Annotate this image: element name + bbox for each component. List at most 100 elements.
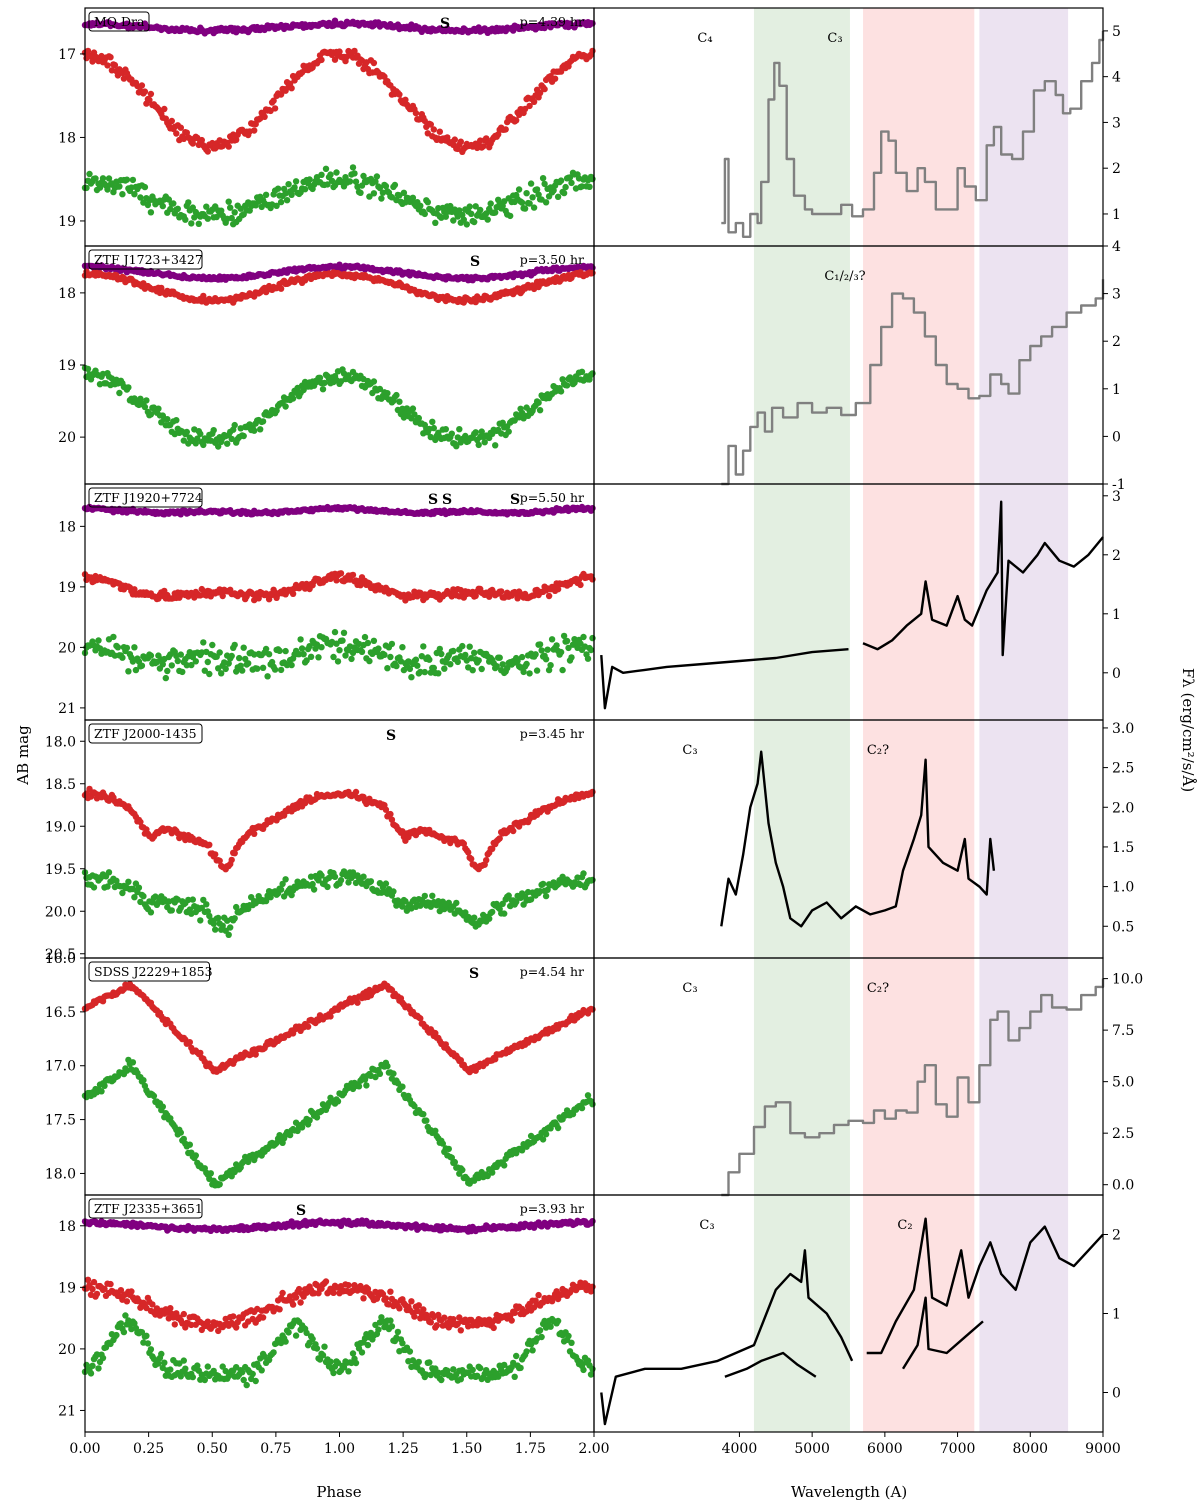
point-green: [454, 658, 461, 666]
point-red: [486, 593, 493, 600]
point-green: [282, 876, 289, 883]
object-name-box: ZTF J1920+7724: [88, 487, 203, 508]
point-green: [227, 204, 234, 211]
object-name: ZTF J1723+3427: [94, 252, 203, 267]
shaded-band-0-2: [979, 8, 1069, 246]
point-green: [493, 663, 500, 670]
point-red: [465, 849, 472, 856]
point-red: [231, 850, 238, 857]
point-green: [203, 203, 210, 210]
point-green: [580, 870, 587, 877]
point-green: [315, 877, 322, 884]
point-red: [137, 818, 144, 826]
ytick-label: 16.0: [45, 951, 76, 967]
point-green: [183, 662, 190, 669]
marker-s: S: [442, 492, 452, 508]
point-green: [381, 651, 388, 658]
point-green: [271, 666, 279, 673]
point-green: [563, 637, 571, 645]
point-green: [212, 926, 219, 933]
point-green: [363, 1082, 370, 1089]
ytick-label: 18.0: [45, 734, 76, 750]
point-green: [501, 198, 508, 205]
point-red: [554, 586, 562, 593]
object-name: MQ Dra: [94, 14, 145, 29]
point-green: [542, 1131, 550, 1138]
point-green: [439, 1140, 446, 1147]
point-red: [101, 1285, 108, 1293]
point-green: [277, 886, 285, 893]
point-green: [231, 421, 238, 429]
point-green: [518, 199, 526, 206]
point-green: [288, 661, 295, 669]
point-green: [526, 670, 533, 677]
point-green: [504, 664, 511, 672]
right-x-axis-label: Wavelength (A): [791, 1483, 907, 1501]
point-red: [541, 85, 548, 93]
point-green: [331, 628, 339, 636]
point-green: [560, 632, 568, 640]
point-red: [259, 1314, 267, 1321]
point-green: [451, 1158, 458, 1166]
point-green: [487, 200, 494, 207]
point-green: [129, 885, 137, 893]
point-green: [206, 670, 213, 678]
point-green: [90, 884, 98, 891]
point-green: [237, 205, 244, 212]
series-green: [81, 364, 596, 450]
point-green: [113, 877, 120, 884]
point-red: [197, 1049, 204, 1057]
point-red: [270, 97, 277, 104]
point-red: [430, 126, 437, 133]
point-green: [456, 426, 463, 433]
point-green: [141, 403, 149, 411]
point-green: [412, 656, 420, 663]
object-name-box: MQ Dra: [88, 11, 150, 32]
point-green: [348, 655, 355, 663]
point-green: [429, 892, 436, 899]
shaded-band-5-2: [979, 1195, 1069, 1432]
point-green: [273, 202, 280, 209]
point-red: [510, 827, 517, 835]
point-green: [231, 915, 238, 922]
series-green: [81, 868, 596, 938]
point-green: [499, 900, 506, 907]
point-green: [327, 171, 334, 178]
ytick-label: 19: [58, 214, 76, 230]
point-green: [584, 1092, 592, 1099]
point-green: [366, 193, 373, 200]
point-red: [131, 586, 138, 593]
series-red: [81, 268, 596, 306]
shaded-band-1-2: [979, 246, 1069, 484]
point-green: [300, 651, 307, 658]
point-green: [174, 205, 181, 212]
point-red: [589, 1006, 596, 1013]
point-red: [146, 96, 153, 104]
point-green: [204, 215, 211, 222]
point-green: [578, 368, 586, 375]
point-red: [545, 592, 553, 600]
point-red: [468, 855, 475, 863]
point-green: [316, 374, 324, 381]
shaded-band-5-1: [863, 1195, 975, 1432]
point-green: [173, 417, 180, 424]
point-green: [447, 661, 454, 668]
marker-s: S: [510, 492, 520, 508]
point-green: [352, 879, 360, 887]
point-green: [140, 1077, 147, 1084]
point-red: [589, 788, 596, 796]
point-green: [430, 664, 437, 672]
object-name-frame: [88, 487, 203, 508]
point-red: [327, 1013, 334, 1020]
point-green: [225, 931, 232, 938]
point-green: [147, 652, 155, 659]
point-red: [436, 128, 443, 135]
point-green: [131, 191, 138, 198]
point-red: [138, 82, 146, 89]
point-red: [251, 830, 258, 837]
point-red: [483, 857, 490, 864]
point-green: [245, 660, 252, 667]
point-green: [409, 405, 417, 412]
point-green: [515, 186, 523, 193]
point-green: [262, 897, 270, 905]
